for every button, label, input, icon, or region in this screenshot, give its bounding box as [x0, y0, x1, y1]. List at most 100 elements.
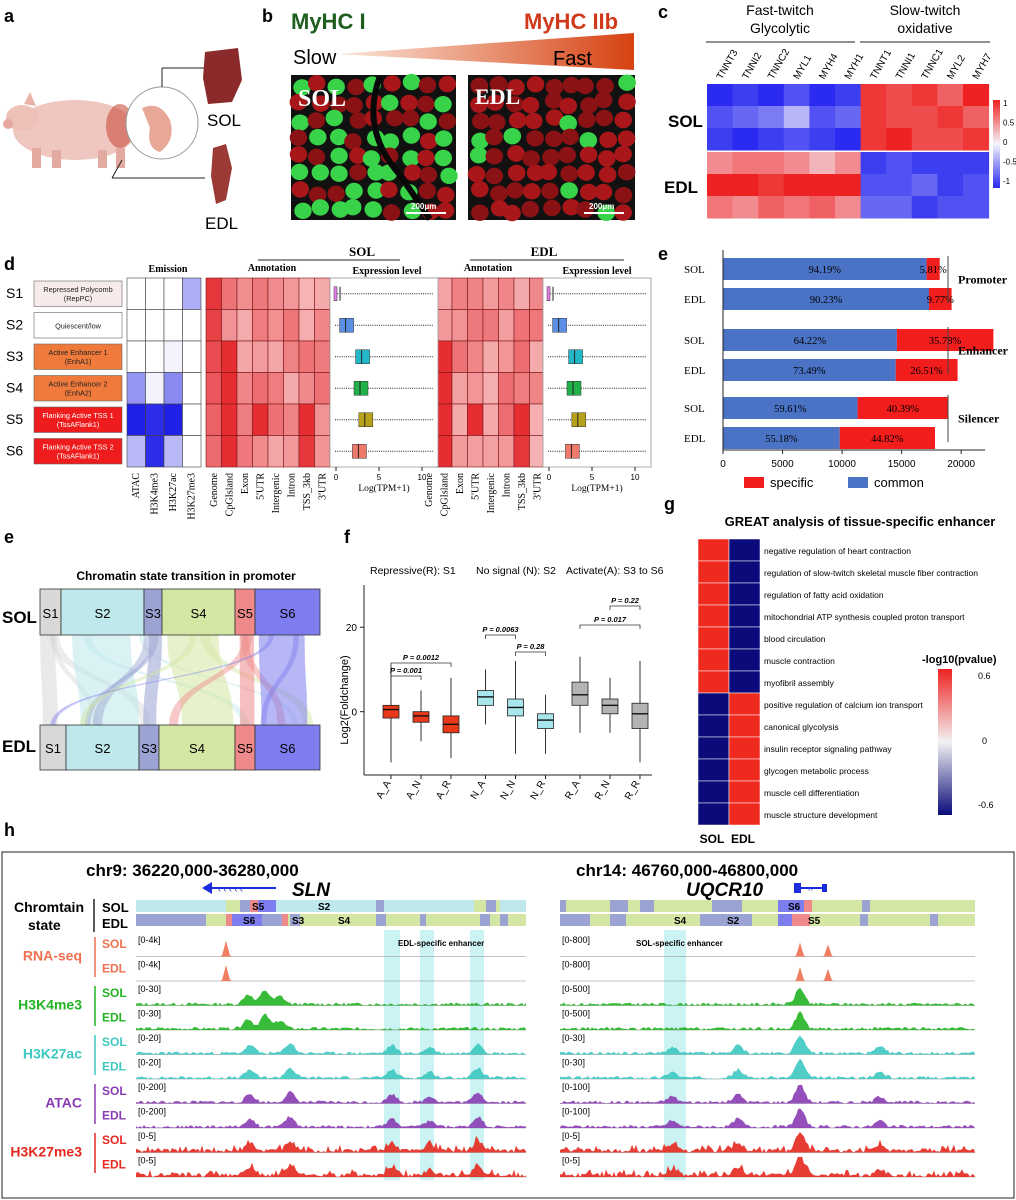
track-name-h3k27ac: H3K27ac	[23, 1046, 82, 1062]
muscle-fiber	[562, 76, 581, 94]
left-gene-name: SLN	[292, 880, 331, 901]
annotation-cell	[221, 277, 238, 310]
stacked-bar-chart: 94.19% 5.81% SOL 90.23% 9.77% EDL 64.22% 35.78%…	[684, 250, 1009, 470]
annotation-cell	[467, 309, 484, 342]
annotation-cell	[205, 435, 222, 468]
bar-row-label: SOL	[684, 403, 705, 415]
group-slow-line1: Slow-twitch	[890, 2, 961, 18]
annotation-cell	[451, 277, 468, 310]
muscle-fiber	[367, 182, 385, 199]
expr-tick-label: 0	[334, 473, 339, 482]
track-name-rna-seq: RNA-seq	[23, 948, 82, 964]
edl-annotation-title: Annotation	[464, 263, 513, 274]
f-box-r_n	[601, 698, 619, 715]
bar-specific-label: 5.81%	[920, 265, 947, 276]
muscle-fiber	[485, 128, 503, 146]
muscle-fiber	[525, 112, 543, 130]
heat-cell	[732, 196, 759, 219]
gene-label-myl1: MYL1	[792, 53, 815, 82]
great-cell	[697, 802, 730, 826]
annotation-label: CpGIsland	[440, 473, 451, 516]
g-col-edl: EDL	[731, 832, 755, 846]
muscle-fiber	[471, 181, 489, 198]
annotation-cell	[252, 435, 269, 468]
g-color-legend	[938, 669, 952, 815]
heat-cell	[835, 128, 862, 151]
annotation-cell	[267, 403, 284, 436]
state-box-s2	[33, 312, 123, 339]
bar-common-label: 59.61%	[774, 404, 807, 415]
muscle-fiber	[559, 97, 577, 115]
f-ytick-label: 0	[351, 708, 357, 719]
muscle-fiber	[594, 91, 613, 109]
expression-box-6	[565, 444, 580, 459]
panel-e-sankey: e Chromatin state transition in promoter…	[2, 527, 321, 771]
state-abbr-s6: (TssAFlank1)	[57, 452, 100, 461]
sol-state-label: S2	[95, 606, 111, 621]
heat-cell	[937, 174, 964, 197]
sol-state-label: S4	[191, 606, 207, 621]
great-cell	[697, 582, 730, 606]
state-segment	[240, 900, 250, 912]
annotation-cell	[467, 403, 484, 436]
great-term-label: muscle cell differentiation	[764, 788, 860, 798]
state-name-s5: Flanking Active TSS 1	[42, 411, 113, 420]
annotation-cell	[451, 372, 468, 405]
track-range-right: [0-800]	[562, 935, 590, 945]
muscle-fiber	[545, 78, 564, 96]
annotation-cell	[498, 340, 515, 373]
muscle-fiber	[291, 181, 309, 198]
signal-area-atac	[136, 1116, 526, 1128]
muscle-fiber	[434, 149, 452, 167]
annotation-cell	[513, 435, 530, 468]
panel-letter-h: h	[4, 820, 15, 840]
edl-state-label: S4	[189, 741, 205, 756]
group-fast-line2: Glycolytic	[750, 20, 810, 36]
edl-state-block-4	[158, 724, 236, 771]
heat-cell	[732, 174, 759, 197]
annotation-cell	[314, 277, 331, 310]
track-range-left: [0-30]	[138, 1009, 161, 1019]
signal-area-h3k27ac	[560, 1058, 975, 1079]
muscle-fiber	[349, 112, 368, 129]
great-cell	[697, 780, 730, 804]
muscle-fiber	[289, 129, 308, 146]
annotation-cell	[205, 372, 222, 405]
muscle-fiber	[470, 96, 488, 113]
bar-common-3	[723, 329, 897, 351]
signal-area-atac	[560, 1108, 975, 1128]
great-term-label: canonical glycolysis	[764, 722, 839, 732]
sol-annotation-title: Annotation	[248, 263, 297, 274]
great-term-label: regulation of fatty acid oxidation	[764, 590, 884, 600]
great-heatmap: negative regulation of heart contraction…	[697, 538, 978, 826]
heat-cell	[707, 196, 734, 219]
heat-cell	[758, 152, 785, 175]
muscle-fiber	[577, 164, 595, 181]
muscle-fiber	[506, 96, 524, 113]
muscle-fiber	[325, 109, 343, 127]
emission-cell	[182, 435, 202, 468]
g-legend-bottom: -0.6	[978, 800, 994, 810]
great-cell	[697, 758, 730, 782]
annotation-label: Genome	[209, 472, 220, 506]
track-sub-label: EDL	[102, 1109, 126, 1123]
edl-image-label: EDL	[475, 84, 520, 109]
e-xtick-label: 0	[720, 459, 726, 470]
track-range-left: [0-4k]	[138, 960, 161, 970]
heat-cell	[911, 196, 938, 219]
muscle-fiber	[472, 113, 490, 130]
sln-gene-model: ‹ ‹ ‹ ‹ ‹	[202, 882, 276, 894]
muscle-fiber	[402, 73, 421, 91]
muscle-fiber	[545, 109, 564, 126]
heat-cell	[860, 196, 887, 219]
muscle-fiber	[471, 204, 489, 221]
track-range-right: [0-100]	[562, 1107, 590, 1117]
expression-box-2	[339, 318, 354, 333]
great-cell	[728, 626, 761, 650]
bar-common-label: 73.49%	[793, 366, 826, 377]
state-label-list: S1 Repressed Polycomb(RepPC) S2 Quiescent/l…	[6, 280, 123, 465]
expression-box-1	[333, 286, 338, 301]
emission-cell	[126, 309, 146, 342]
annotation-cell	[513, 372, 530, 405]
heat-cell	[835, 84, 862, 107]
